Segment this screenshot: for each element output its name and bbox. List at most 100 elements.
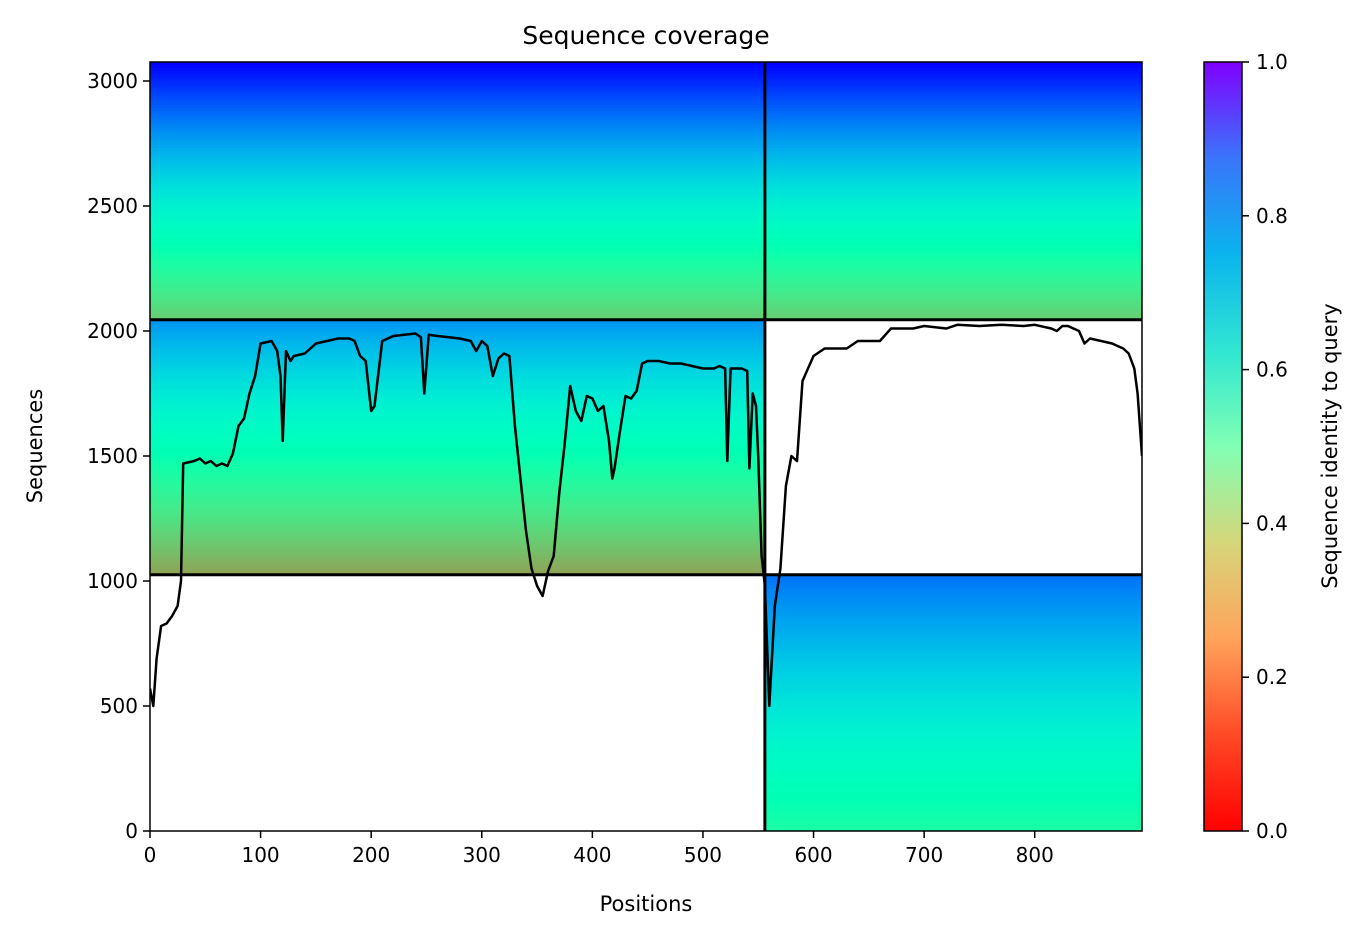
identity-band — [764, 768, 1142, 772]
x-tick-label: 700 — [905, 843, 943, 867]
identity-band — [150, 484, 765, 488]
identity-band — [764, 591, 1142, 596]
identity-band — [150, 529, 765, 533]
colorbar-tick-label: 0.4 — [1256, 511, 1288, 535]
identity-band — [150, 399, 765, 403]
identity-band — [764, 614, 1142, 619]
identity-band — [150, 458, 765, 463]
identity-band — [150, 353, 765, 358]
identity-band — [764, 594, 1142, 599]
identity-band — [764, 717, 1142, 721]
identity-band — [150, 370, 765, 375]
identity-band — [150, 150, 1142, 155]
identity-band — [150, 501, 765, 505]
identity-band — [150, 62, 1142, 66]
x-tick-label: 100 — [241, 843, 279, 867]
identity-band — [150, 165, 1142, 169]
identity-band — [150, 314, 1142, 318]
identity-band — [764, 700, 1142, 704]
colorbar-axis: 0.0 0.2 0.4 0.6 0.8 1.0 — [1242, 50, 1288, 843]
identity-band — [150, 438, 765, 443]
identity-band — [764, 648, 1142, 653]
x-tick-label: 300 — [463, 843, 501, 867]
identity-band — [150, 350, 765, 355]
x-axis: 0 100 200 300 400 500 600 700 800 — [144, 831, 1054, 867]
identity-band — [150, 262, 1142, 266]
identity-band — [764, 651, 1142, 656]
identity-band — [150, 242, 1142, 246]
identity-band — [150, 390, 765, 395]
identity-band — [150, 566, 765, 570]
y-tick-label: 500 — [100, 694, 138, 718]
identity-band — [764, 759, 1142, 764]
identity-band — [150, 333, 765, 338]
identity-band — [764, 637, 1142, 641]
identity-band — [764, 685, 1142, 690]
identity-band — [764, 751, 1142, 755]
identity-band — [764, 822, 1142, 826]
identity-band — [764, 828, 1142, 831]
identity-band — [150, 102, 1142, 106]
identity-band — [150, 293, 1142, 298]
identity-band — [764, 577, 1142, 582]
identity-band — [764, 623, 1142, 627]
identity-band — [150, 520, 765, 525]
identity-band — [150, 70, 1142, 75]
identity-band — [150, 345, 765, 349]
identity-band — [150, 560, 765, 565]
identity-band — [150, 506, 765, 511]
identity-band — [764, 663, 1142, 667]
identity-band — [150, 455, 765, 460]
identity-band — [764, 714, 1142, 718]
colorbar-tick-label: 1.0 — [1256, 50, 1288, 74]
identity-band — [150, 288, 1142, 292]
identity-band — [150, 225, 1142, 229]
identity-band — [150, 486, 765, 491]
x-tick-label: 800 — [1016, 843, 1054, 867]
identity-band — [150, 219, 1142, 223]
identity-band — [150, 139, 1142, 143]
identity-band — [764, 620, 1142, 624]
identity-band — [150, 99, 1142, 103]
identity-band — [764, 719, 1142, 724]
identity-band — [150, 404, 765, 409]
identity-band — [764, 731, 1142, 735]
identity-band — [150, 435, 765, 440]
identity-band — [150, 228, 1142, 232]
identity-band — [150, 546, 765, 550]
identity-band — [150, 156, 1142, 160]
identity-band — [150, 167, 1142, 172]
identity-band — [150, 122, 1142, 126]
identity-band — [150, 523, 765, 528]
identity-band — [150, 271, 1142, 275]
identity-band — [150, 373, 765, 378]
identity-band — [150, 119, 1142, 123]
identity-band — [764, 737, 1142, 741]
identity-band — [764, 702, 1142, 707]
identity-band — [764, 680, 1142, 684]
y-axis-label: Sequences — [23, 389, 47, 504]
identity-band — [764, 677, 1142, 681]
identity-band — [764, 793, 1142, 798]
identity-band — [764, 645, 1142, 650]
identity-band — [150, 159, 1142, 163]
y-tick-label: 0 — [125, 819, 138, 843]
identity-band — [150, 396, 765, 400]
identity-band — [764, 734, 1142, 738]
identity-band — [150, 107, 1142, 112]
identity-band — [150, 182, 1142, 186]
identity-band — [150, 64, 1142, 69]
identity-band — [764, 762, 1142, 767]
identity-band — [150, 367, 765, 372]
identity-band — [150, 196, 1142, 201]
identity-band — [150, 421, 765, 426]
identity-band — [150, 518, 765, 522]
identity-band — [150, 67, 1142, 72]
identity-band — [150, 569, 765, 573]
identity-band — [150, 299, 1142, 304]
identity-band — [150, 424, 765, 429]
identity-band — [150, 549, 765, 553]
identity-band — [764, 588, 1142, 593]
y-tick-label: 1500 — [87, 444, 138, 468]
identity-band — [764, 722, 1142, 727]
